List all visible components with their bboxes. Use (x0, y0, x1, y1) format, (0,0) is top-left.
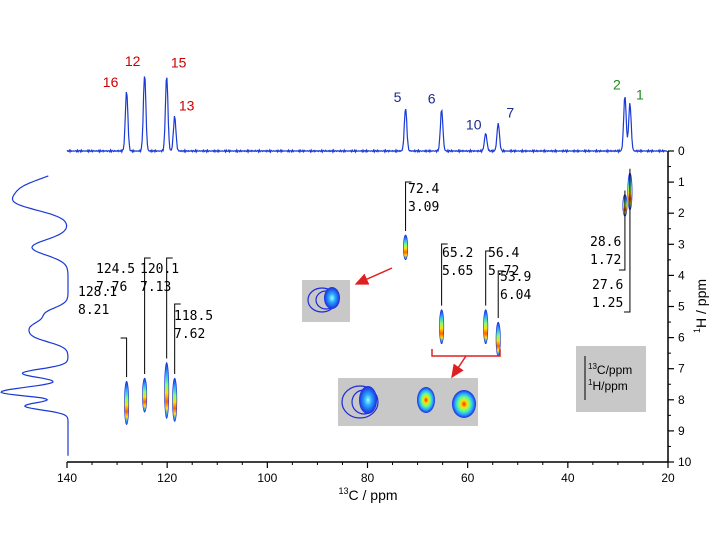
cross-peak (164, 362, 170, 419)
cross-peak (172, 377, 178, 422)
peak-label: 5 (394, 89, 402, 105)
y-tick-label: 3 (678, 237, 685, 251)
inset-2-arrow (451, 355, 467, 379)
annotation-c-shift: 118.5 (174, 309, 213, 324)
unit-legend-background (576, 346, 646, 412)
x-tick-label: 120 (157, 471, 177, 485)
y-tick-label: 2 (678, 206, 685, 220)
peak-label: 10 (466, 116, 482, 132)
cross-peak (483, 309, 489, 345)
x-tick-label: 40 (561, 471, 575, 485)
annotation-h-shift: 7.13 (140, 280, 171, 295)
cross-peaks (124, 172, 633, 425)
annotation-leader (405, 181, 412, 231)
inset-2-contour-a-outer (341, 385, 379, 419)
cross-peak (142, 377, 148, 413)
x-tick-label: 60 (461, 471, 475, 485)
y-axis-title: 1H / ppm (692, 279, 709, 333)
left-1h-projection (0, 175, 69, 456)
peak-label: 1 (636, 86, 644, 102)
unit-legend-h-sup: 1 (588, 378, 593, 387)
annotation-h-shift: 8.21 (78, 303, 109, 318)
unit-legend: 13C/ppm 1H/ppm (576, 346, 646, 412)
top-13c-projection (66, 76, 668, 154)
cross-peak (403, 234, 409, 261)
x-tick-label: 140 (57, 471, 77, 485)
inset-2-bracket (431, 349, 501, 357)
peak-label: 15 (171, 55, 187, 71)
peak-label: 13 (179, 97, 195, 113)
x-tick-label: 100 (257, 471, 277, 485)
annotation-c-shift: 72.4 (408, 182, 439, 197)
annotation-h-shift: 6.04 (500, 288, 531, 303)
annotation-leader (441, 243, 448, 306)
annotation-leader (144, 257, 151, 375)
y-axis-ticks: 0 1 2 3 4 5 6 7 8 9 10 (668, 144, 692, 469)
peak-label: 2 (613, 77, 621, 93)
x-axis-ticks: 140 120 100 80 60 40 20 (57, 462, 675, 485)
inset-2-contour-c (452, 390, 476, 418)
annotation-leader (618, 190, 626, 271)
y-tick-label: 7 (678, 362, 685, 376)
y-tick-label: 0 (678, 144, 685, 158)
annotation-c-shift: 28.6 (590, 235, 621, 250)
peak-label: 6 (428, 90, 436, 106)
y-axis-title-sup: 1 (692, 328, 702, 333)
x-axis-title-text: C / ppm (349, 487, 398, 503)
unit-legend-h: 1H/ppm (588, 378, 628, 393)
y-tick-label: 10 (678, 455, 692, 469)
annotation-leader (485, 250, 492, 306)
annotation-h-shift: 5.65 (442, 264, 473, 279)
zoom-inset-1 (302, 267, 393, 322)
x-axis-title-sup: 13 (338, 486, 348, 496)
cross-peak (439, 309, 445, 345)
cross-peak (124, 380, 130, 425)
annotation-leader (623, 168, 631, 313)
annotation-c-shift: 124.5 (96, 262, 135, 277)
annotation-h-shift: 7.76 (96, 280, 127, 295)
y-tick-label: 9 (678, 424, 685, 438)
unit-legend-c: 13C/ppm (588, 362, 632, 377)
y-tick-label: 1 (678, 175, 685, 189)
annotation-c-shift: 128.1 (78, 285, 117, 300)
annotation-h-shift: 1.72 (590, 253, 621, 268)
annotation-c-shift: 120.1 (140, 262, 179, 277)
y-tick-label: 8 (678, 393, 685, 407)
inset-2-contour-b (417, 387, 435, 413)
inset-1-arrow (354, 267, 393, 285)
annotation-c-shift: 27.6 (592, 278, 623, 293)
unit-legend-c-text: C/ppm (597, 363, 632, 377)
unit-legend-h-text: H/ppm (592, 379, 627, 393)
annotation-c-shift: 65.2 (442, 246, 473, 261)
peak-labels: 16 12 15 13 5 6 10 7 21 (103, 53, 644, 132)
annotation-leader (497, 270, 505, 319)
annotation-leader (166, 257, 173, 359)
annotation-c-shift: 56.4 (488, 246, 519, 261)
annotation-leader (174, 303, 181, 375)
annotation-h-shift: 1.25 (592, 296, 623, 311)
annotation-h-shift: 7.62 (174, 327, 205, 342)
x-axis-title: 13C / ppm (338, 486, 397, 503)
y-axis-title-text: H / ppm (693, 279, 709, 328)
x-tick-label: 20 (661, 471, 675, 485)
annotation-leader (120, 337, 128, 378)
peak-label: 16 (103, 74, 119, 90)
peak-label: 12 (125, 53, 141, 69)
inset-1-contour-peak (324, 287, 340, 309)
y-tick-label: 5 (678, 300, 685, 314)
zoom-inset-2 (338, 349, 501, 426)
annotation-c-shift: 53.9 (500, 270, 531, 285)
y-tick-label: 6 (678, 331, 685, 345)
annotation-h-shift: 3.09 (408, 200, 439, 215)
peak-label: 7 (506, 104, 514, 120)
y-tick-label: 4 (678, 268, 685, 282)
unit-legend-c-sup: 13 (588, 362, 597, 371)
x-tick-label: 80 (361, 471, 375, 485)
inset-2-contour-a-peak (359, 386, 377, 414)
